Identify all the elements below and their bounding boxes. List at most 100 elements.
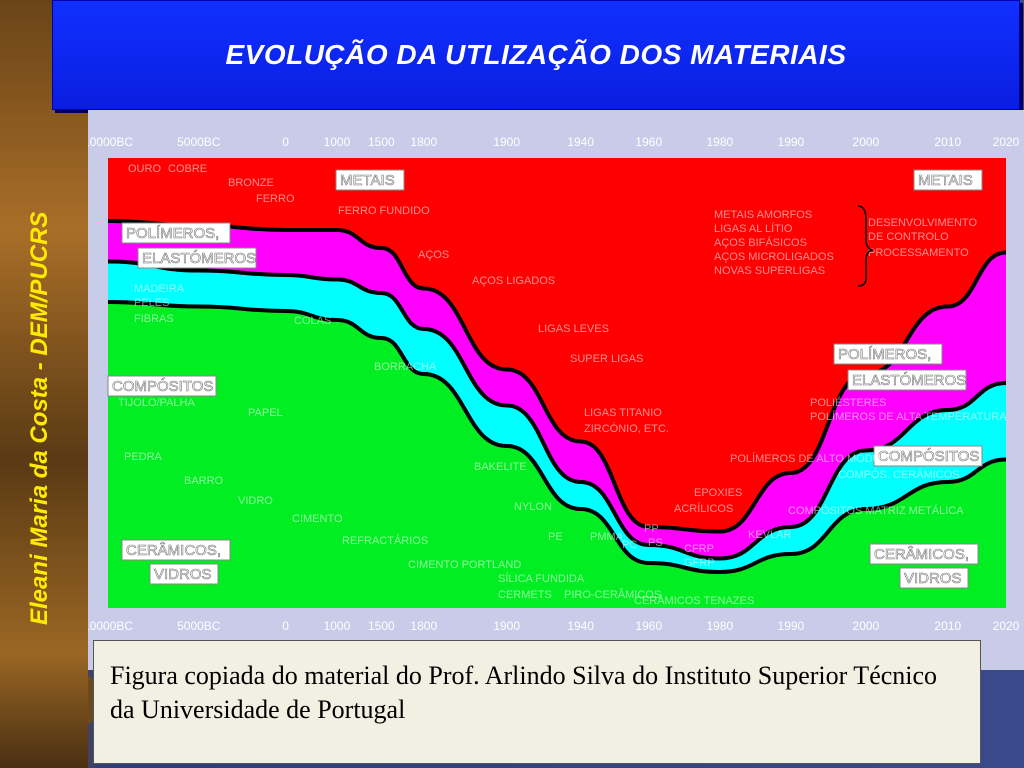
x-tick-label: 1980	[706, 135, 733, 149]
annotation-label: FERRO	[256, 193, 295, 205]
annotation-label: CIMENTO	[292, 513, 343, 525]
x-tick-label: 2020	[993, 135, 1020, 149]
annotation-label: DE CONTROLO	[868, 231, 949, 243]
chart-area: 10000BC 10000BC 5000BC 5000BC 0 0 1000 1000 1500…	[88, 110, 1024, 670]
sidebar: Eleani Maria da Costa - DEM/PUCRS	[0, 0, 88, 768]
annotation-label: TIJOLO/PALHA	[118, 397, 195, 409]
annotation-label: CFRP	[684, 543, 714, 555]
annotation-label: FIBRAS	[134, 313, 174, 325]
author-label: Eleani Maria da Costa - DEM/PUCRS	[26, 211, 53, 625]
annotation-label: BRONZE	[228, 177, 274, 189]
label-compositos-right-box	[873, 445, 983, 467]
label-vidros-right-text: VIDROS	[904, 570, 962, 587]
x-tick-label: 0	[282, 135, 289, 149]
slide-title: EVOLUÇÃO DA UTLIZAÇÃO DOS MATERIAIS	[225, 39, 847, 70]
annotation-label: POLÍMEROS DE ALTO MÓDULO	[730, 452, 896, 465]
x-tick-label: 1000	[324, 619, 351, 633]
annotation-label: CERMETS	[498, 589, 552, 601]
boundary-line-2	[107, 259, 1007, 561]
annotation-label: BAKELITE	[474, 461, 527, 473]
x-tick-label: 1500	[368, 135, 395, 149]
label-compositos-left: COMPÓSITOS	[107, 375, 217, 397]
annotation-label: PS	[648, 537, 663, 549]
label-elastomeros-left-box	[137, 247, 257, 269]
annotation-label: POLÍMEROS DE ALTA TEMPERATURA	[810, 410, 1007, 423]
annotation-label: PELES	[134, 297, 169, 309]
annotation-label: ACRÍLICOS	[674, 502, 733, 515]
x-tick-label: 1960	[635, 135, 662, 149]
x-tick-label: 1900	[493, 135, 520, 149]
bracket	[857, 205, 875, 287]
area-1	[108, 261, 1006, 572]
label-compositos-left-text: COMPÓSITOS	[112, 378, 213, 395]
annotation-label: AÇOS LIGADOS	[472, 275, 555, 287]
annotation-label: FERRO FUNDIDO	[338, 205, 430, 217]
x-tick-label: 1990	[778, 619, 805, 633]
caption-box: Figura copiada do material do Prof. Arli…	[93, 640, 981, 764]
annotation-label: LIGAS TITANIO	[584, 407, 662, 419]
label-metais-right-box	[913, 169, 983, 191]
label-ceramicos-left-box	[121, 539, 231, 561]
annotation-label: GFRP	[684, 557, 715, 569]
x-tick-label: 10000BC	[88, 135, 133, 149]
area-3	[108, 158, 1006, 532]
label-polimeros-left: POLÍMEROS,	[121, 222, 231, 244]
x-tick-label: 5000BC	[177, 619, 221, 633]
label-elastomeros-right-text: ELASTÓMEROS	[852, 372, 966, 389]
label-ceramicos-right-box	[869, 543, 979, 565]
x-tick-label: 0	[282, 619, 289, 633]
x-tick-label: 1900	[493, 619, 520, 633]
materials-evolution-chart: 10000BC 10000BC 5000BC 5000BC 0 0 1000 1000 1500…	[88, 135, 1020, 662]
annotation-label: CERÂMICOS TENAZES	[634, 594, 754, 607]
label-metais-right-text: METAIS	[918, 172, 973, 189]
annotation-label: BARRO	[184, 475, 224, 487]
annotation-label: PMMA	[590, 531, 624, 543]
label-polimeros-right-box	[833, 343, 943, 365]
label-vidros-left-text: VIDROS	[154, 566, 212, 583]
label-ceramicos-left-text: CERÂMICOS,	[126, 542, 221, 559]
label-elastomeros-left: ELASTÓMEROS	[137, 247, 257, 269]
x-tick-label: 10000BC	[88, 619, 133, 633]
annotation-label: AÇOS BIFÁSICOS	[714, 236, 807, 249]
label-metais-left-box	[335, 169, 405, 191]
label-polimeros-right-text: POLÍMEROS,	[838, 346, 931, 363]
annotation-label: PEDRA	[124, 451, 163, 463]
annotation-label: METAIS AMORFOS	[714, 209, 812, 221]
x-tick-label: 2000	[853, 619, 880, 633]
annotation-label: POLIÉSTERES	[810, 396, 886, 409]
label-metais-right: METAIS	[913, 169, 983, 191]
boundary-line-1	[107, 300, 1007, 575]
x-tick-label: 5000BC	[177, 135, 221, 149]
label-polimeros-right: POLÍMEROS,	[833, 343, 943, 365]
label-ceramicos-right-text: CERÂMICOS,	[874, 546, 969, 563]
annotation-label: LIGAS LEVES	[538, 323, 609, 335]
x-tick-label: 2020	[993, 619, 1020, 633]
label-compositos-right: COMPÓSITOS	[873, 445, 983, 467]
annotation-label: DESENVOLVIMENTO	[868, 217, 977, 229]
annotation-label: EPOXIES	[694, 487, 742, 499]
annotation-label: PE	[548, 531, 563, 543]
label-metais-left-text: METAIS	[340, 172, 395, 189]
annotation-label: COMPÓS. CERÂMICOS	[838, 468, 960, 481]
x-tick-label: 1940	[567, 135, 594, 149]
annotation-label: PROCESSAMENTO	[868, 247, 969, 259]
annotation-label: LIGAS AL LÍTIO	[714, 222, 793, 235]
annotation-label: COLAS	[294, 315, 331, 327]
annotation-label: NOVAS SUPERLIGAS	[714, 265, 825, 277]
x-tick-label: 1990	[778, 135, 805, 149]
label-vidros-right-box	[899, 567, 969, 589]
x-tick-label: 1980	[706, 619, 733, 633]
annotation-label: COBRE	[168, 163, 207, 175]
annotation-label: SUPER LIGAS	[570, 353, 643, 365]
label-elastomeros-right: ELASTÓMEROS	[847, 369, 967, 391]
annotation-label: ZIRCÓNIO, ETC.	[584, 422, 669, 435]
annotation-label: PAPEL	[248, 407, 283, 419]
x-tick-label: 2000	[853, 135, 880, 149]
label-vidros-left-box	[149, 563, 219, 585]
x-tick-label: 1000	[324, 135, 351, 149]
caption-text: Figura copiada do material do Prof. Arli…	[110, 661, 938, 724]
label-elastomeros-right-box	[847, 369, 967, 391]
annotation-label: NYLON	[514, 501, 552, 513]
label-ceramicos-right: CERÂMICOS,	[869, 543, 979, 565]
annotation-label: CIMENTO PORTLAND	[408, 559, 521, 571]
